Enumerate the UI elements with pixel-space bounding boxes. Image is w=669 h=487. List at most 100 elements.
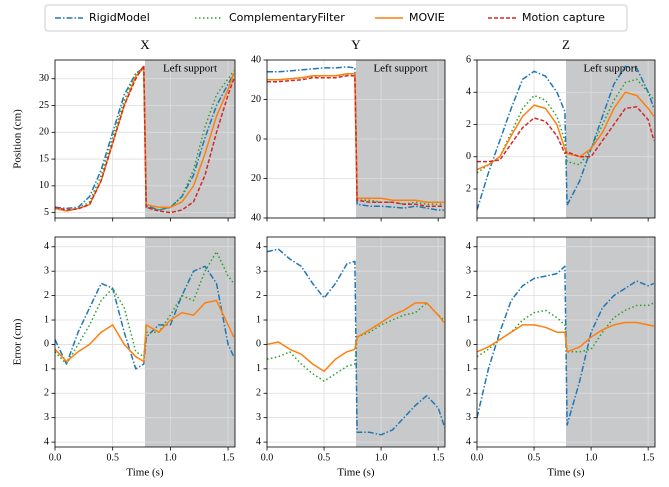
x-tick-label: 1.0 <box>164 452 177 463</box>
series-line <box>267 66 444 211</box>
y-tick-label: 3 <box>466 265 471 276</box>
legend-label: Motion capture <box>522 11 605 24</box>
y-tick-label: 2 <box>466 388 471 399</box>
y-tick-label: 4 <box>44 241 49 252</box>
chart-title: Y <box>351 37 361 52</box>
y-tick-label: 25 <box>39 100 49 111</box>
y-tick-label: 30 <box>39 73 49 84</box>
x-axis-label: Time (s) <box>337 467 375 479</box>
x-tick-label: 1.5 <box>432 452 445 463</box>
legend: RigidModel ComplementaryFilter MOVIE Motion… <box>55 11 605 24</box>
axes-frame <box>476 59 656 219</box>
y-tick-label: 2 <box>256 388 261 399</box>
y-tick-label: 3 <box>256 265 261 276</box>
y-tick-label: 3 <box>44 412 49 423</box>
axes-frame <box>266 59 446 219</box>
x-axis-label: Time (s) <box>126 467 164 479</box>
legend-label: ComplementaryFilter <box>229 11 345 24</box>
y-tick-label: 4 <box>44 436 49 447</box>
shaded-region <box>145 237 235 447</box>
y-tick-label: 3 <box>256 412 261 423</box>
y-tick-label: 4 <box>466 87 471 98</box>
panel <box>267 237 445 447</box>
legend-label: RigidModel <box>89 11 150 24</box>
y-tick-label: 2 <box>44 290 49 301</box>
y-tick-label: 0 <box>466 151 471 162</box>
x-tick-label: 0.0 <box>471 452 484 463</box>
y-tick-label: 0 <box>466 339 471 350</box>
legend-label: MOVIE <box>409 11 445 24</box>
y-tick-label: 5 <box>44 207 49 218</box>
x-tick-label: 1.5 <box>222 452 235 463</box>
y-tick-label: 2 <box>44 388 49 399</box>
shaded-region <box>356 237 445 447</box>
y-tick-label: 20 <box>39 127 49 138</box>
y-tick-label: 4 <box>466 436 471 447</box>
panel <box>267 60 445 218</box>
x-tick-label: 0.0 <box>49 452 62 463</box>
x-tick-label: 1.0 <box>585 452 598 463</box>
y-tick-label: 6 <box>466 54 471 65</box>
x-tick-label: 1.5 <box>642 452 655 463</box>
y-tick-label: 1 <box>256 314 261 325</box>
y-tick-label: 4 <box>466 241 471 252</box>
y-tick-label: 2 <box>466 290 471 301</box>
y-tick-label: 3 <box>44 265 49 276</box>
x-tick-label: 0.5 <box>528 452 541 463</box>
chart-title: Z <box>562 37 570 52</box>
y-axis-label: Error (cm) <box>12 318 24 365</box>
y-tick-label: 4 <box>256 241 261 252</box>
panel <box>55 60 235 218</box>
y-tick-label: 0 <box>256 133 261 144</box>
y-axis-label: Position (cm) <box>12 109 24 169</box>
y-tick-label: 3 <box>466 412 471 423</box>
x-tick-label: 0.5 <box>106 452 119 463</box>
y-tick-label: 2 <box>256 290 261 301</box>
y-tick-label: 0 <box>256 339 261 350</box>
panel <box>477 237 655 447</box>
y-tick-label: 1 <box>44 363 49 374</box>
axes-frame <box>54 59 236 219</box>
x-tick-label: 1.0 <box>375 452 388 463</box>
y-tick-label: 1 <box>44 314 49 325</box>
shaded-region <box>566 237 655 447</box>
chart-title: X <box>140 37 150 52</box>
series-line <box>267 73 444 203</box>
shaded-region <box>566 60 655 218</box>
shaded-region <box>145 60 235 218</box>
y-tick-label: 2 <box>466 183 471 194</box>
legend-box <box>44 4 628 32</box>
y-tick-label: 1 <box>466 314 471 325</box>
region-label: Left support <box>163 63 217 75</box>
y-tick-label: 1 <box>256 363 261 374</box>
x-axis-label: Time (s) <box>547 467 585 479</box>
y-tick-label: 40 <box>251 212 261 223</box>
y-tick-label: 0 <box>44 339 49 350</box>
y-tick-label: 4 <box>256 436 261 447</box>
y-tick-label: 15 <box>39 153 49 164</box>
y-tick-label: 20 <box>251 173 261 184</box>
series-line <box>267 75 444 207</box>
series-line <box>477 65 655 211</box>
panel <box>477 60 655 218</box>
series-line <box>267 248 445 436</box>
y-tick-label: 2 <box>466 119 471 130</box>
series-line <box>477 91 655 171</box>
series-line <box>477 106 655 163</box>
region-label: Left support <box>583 63 637 75</box>
region-label: Left support <box>373 63 427 75</box>
series-line <box>55 299 235 363</box>
axes-frame <box>266 236 446 448</box>
series-line <box>55 67 235 211</box>
y-tick-label: 10 <box>39 180 49 191</box>
axes-frame <box>54 236 236 448</box>
x-tick-label: 0.5 <box>318 452 331 463</box>
series-line <box>477 321 655 353</box>
series-line <box>267 302 445 373</box>
y-tick-label: 1 <box>466 363 471 374</box>
y-tick-label: 40 <box>251 54 261 65</box>
y-tick-label: 20 <box>251 94 261 105</box>
panel <box>55 237 235 447</box>
series-line <box>55 64 235 214</box>
